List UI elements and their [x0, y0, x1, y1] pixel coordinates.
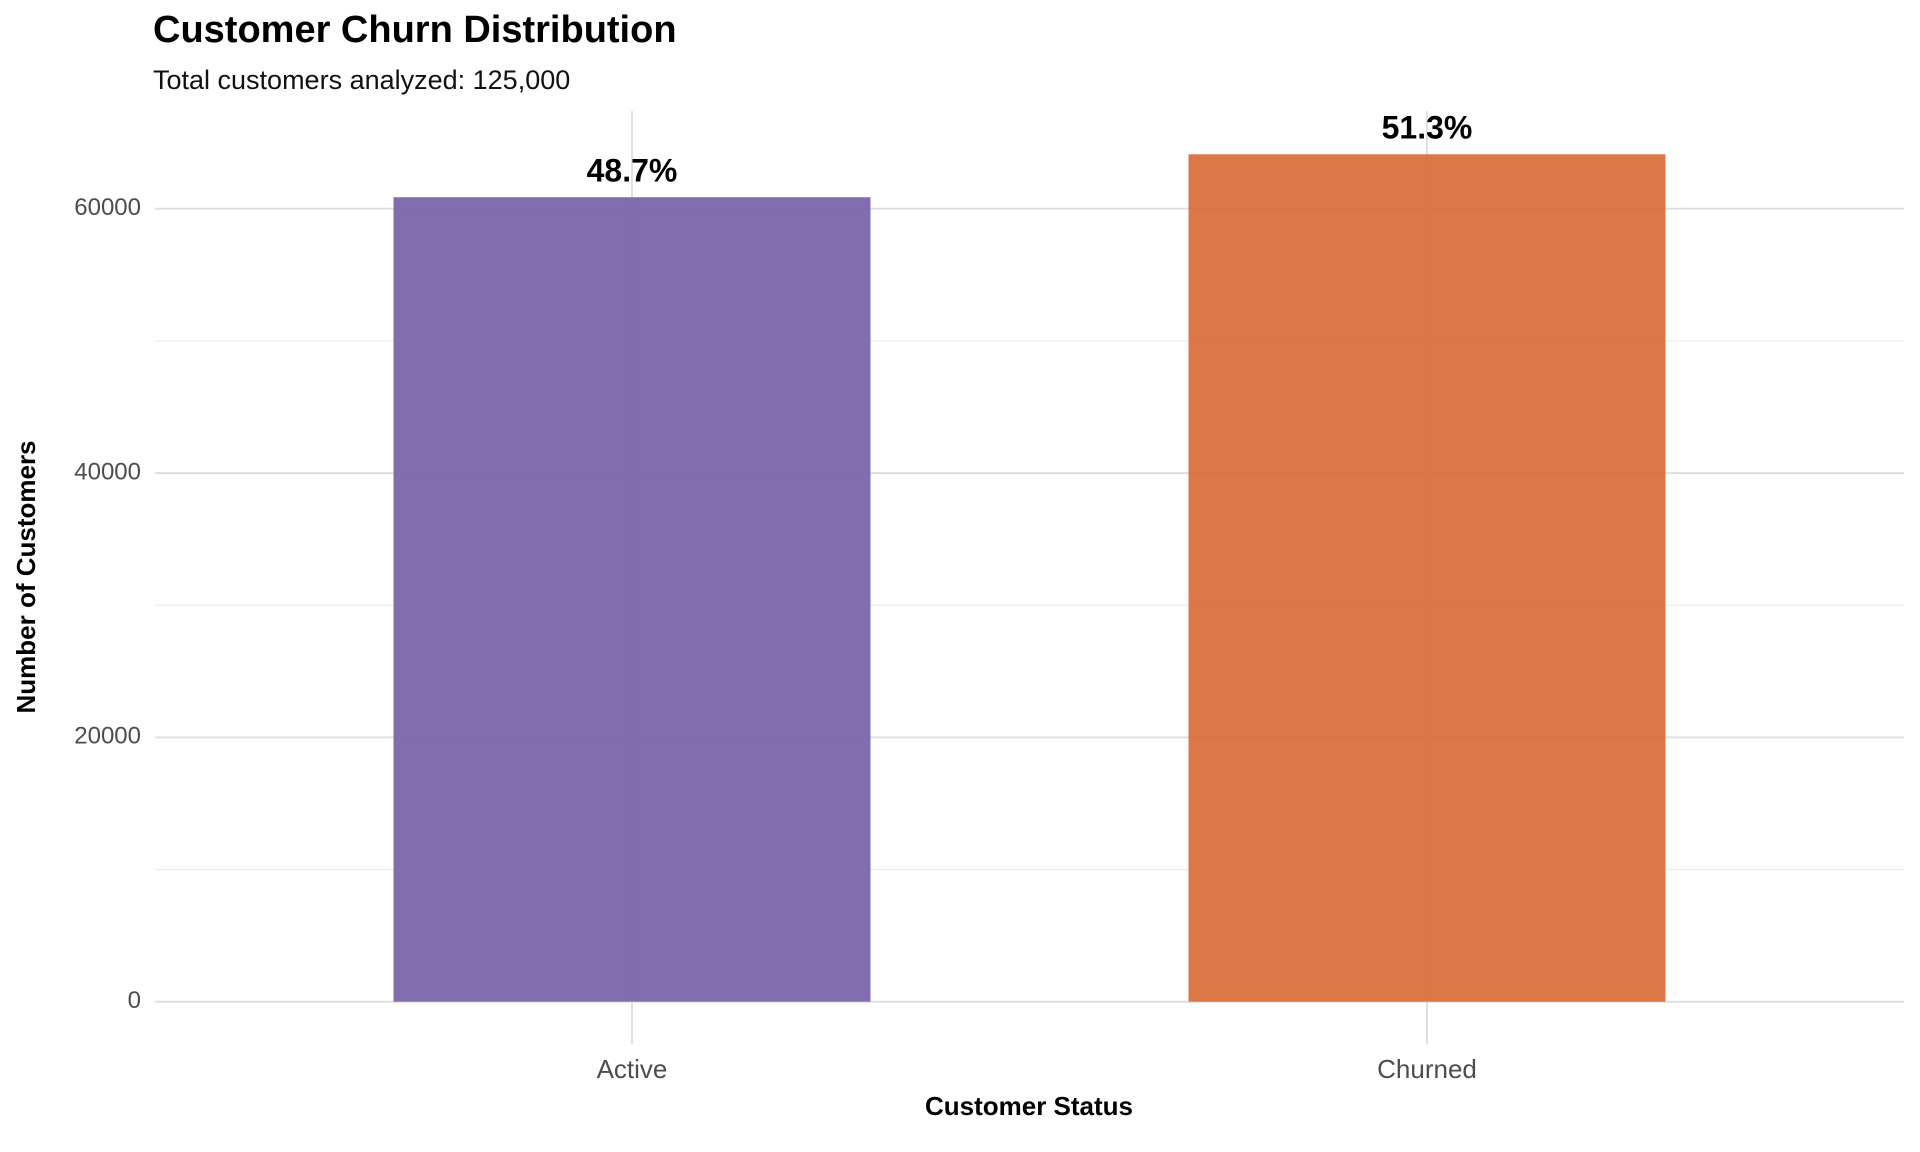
x-tick-label: Churned — [1377, 1054, 1477, 1084]
y-tick-label: 0 — [128, 987, 141, 1014]
y-tick-label: 60000 — [74, 194, 141, 221]
y-axis-title: Number of Customers — [11, 440, 41, 713]
x-axis-title: Customer Status — [925, 1091, 1133, 1121]
bar — [393, 197, 871, 1002]
chart-title: Customer Churn Distribution — [153, 9, 677, 51]
bar-label: 51.3% — [1382, 110, 1473, 146]
x-tick-label: Active — [597, 1054, 668, 1084]
y-tick-label: 40000 — [74, 458, 141, 485]
y-tick-label: 20000 — [74, 723, 141, 750]
bar-label: 48.7% — [587, 153, 678, 189]
bar — [1188, 154, 1666, 1002]
chart-subtitle: Total customers analyzed: 125,000 — [153, 65, 570, 95]
